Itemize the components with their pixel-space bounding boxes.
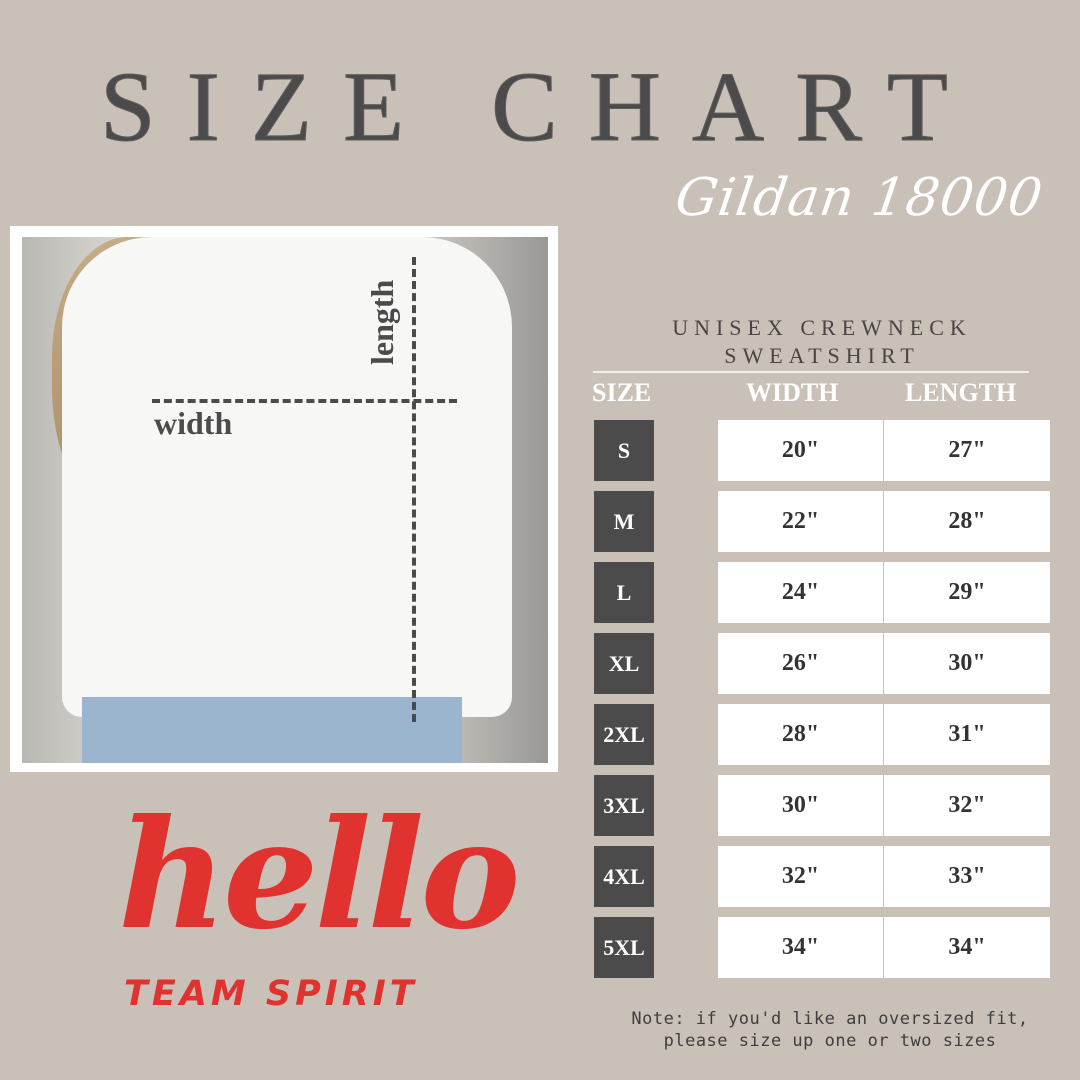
width-measure-line <box>152 399 457 403</box>
divider <box>593 371 1029 373</box>
length-measure-line <box>412 257 416 722</box>
table-row: 3XL 30" 32" <box>594 775 1050 836</box>
header-length: LENGTH <box>905 378 1017 407</box>
length-cell: 30" <box>884 633 1050 694</box>
table-row: XL 26" 30" <box>594 633 1050 694</box>
length-cell: 33" <box>884 846 1050 907</box>
size-cell: 5XL <box>594 917 654 978</box>
size-cell: 3XL <box>594 775 654 836</box>
length-cell: 34" <box>884 917 1050 978</box>
header-width: WIDTH <box>746 378 839 407</box>
note-line-2: please size up one or two sizes <box>663 1031 997 1051</box>
logo-script: hello <box>118 787 521 963</box>
table-row: S 20" 27" <box>594 420 1050 481</box>
width-cell: 30" <box>718 775 883 836</box>
width-cell: 34" <box>718 917 883 978</box>
logo-tagline: TEAM SPIRIT <box>124 974 418 1014</box>
width-cell: 24" <box>718 562 883 623</box>
width-cell: 32" <box>718 846 883 907</box>
width-cell: 26" <box>718 633 883 694</box>
width-label: width <box>154 405 233 441</box>
table-row: L 24" 29" <box>594 562 1050 623</box>
product-photo: width length <box>22 237 548 763</box>
table-row: 5XL 34" 34" <box>594 917 1050 978</box>
size-cell: S <box>594 420 654 481</box>
table-row: M 22" 28" <box>594 491 1050 552</box>
brand-name: Gildan 18000 <box>671 168 1047 228</box>
page-title: SIZE CHART <box>100 51 979 162</box>
size-cell: XL <box>594 633 654 694</box>
sweatshirt <box>62 237 512 717</box>
length-cell: 31" <box>884 704 1050 765</box>
length-cell: 32" <box>884 775 1050 836</box>
width-cell: 28" <box>718 704 883 765</box>
product-photo-frame: width length <box>10 226 558 772</box>
jeans <box>82 697 462 763</box>
width-cell: 20" <box>718 420 883 481</box>
length-cell: 27" <box>884 420 1050 481</box>
size-cell: 4XL <box>594 846 654 907</box>
table-row: 2XL 28" 31" <box>594 704 1050 765</box>
product-name: UNISEX CREWNECK SWEATSHIRT <box>594 314 1050 370</box>
size-cell: M <box>594 491 654 552</box>
fit-note: Note: if you'd like an oversized fit, pl… <box>590 1008 1070 1052</box>
length-cell: 29" <box>884 562 1050 623</box>
header-size: SIZE <box>592 378 652 407</box>
note-line-1: Note: if you'd like an oversized fit, <box>631 1009 1029 1029</box>
length-cell: 28" <box>884 491 1050 552</box>
length-label: length <box>364 279 400 365</box>
width-cell: 22" <box>718 491 883 552</box>
table-row: 4XL 32" 33" <box>594 846 1050 907</box>
product-line-1: UNISEX CREWNECK <box>672 315 972 340</box>
size-cell: 2XL <box>594 704 654 765</box>
product-line-2: SWEATSHIRT <box>724 343 920 368</box>
size-cell: L <box>594 562 654 623</box>
